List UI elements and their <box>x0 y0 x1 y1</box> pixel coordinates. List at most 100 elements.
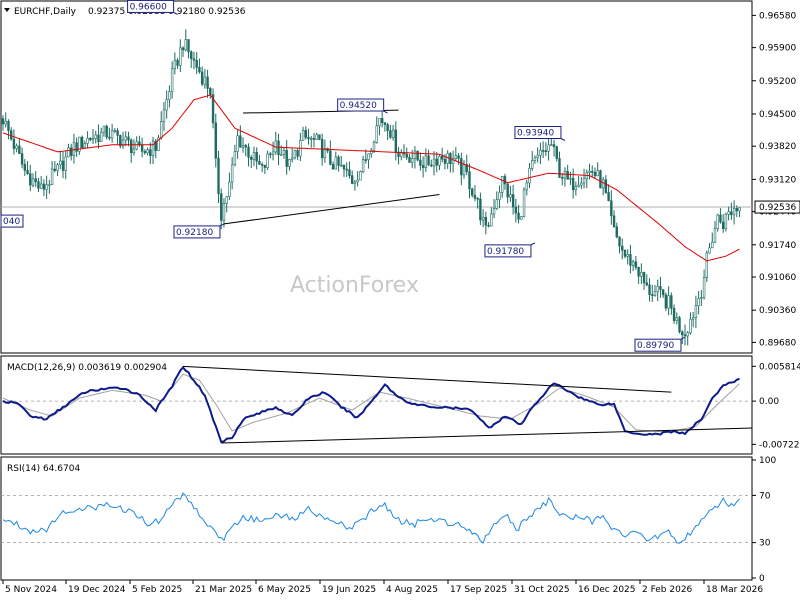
candle <box>599 169 602 189</box>
candle <box>1 115 5 131</box>
candle <box>481 209 485 228</box>
candle <box>670 292 673 315</box>
candle <box>555 145 558 162</box>
candle <box>113 128 117 134</box>
candle <box>288 158 291 171</box>
candle <box>389 124 392 139</box>
candle <box>285 140 288 175</box>
candle <box>168 85 171 108</box>
x-tick-label: 19 Jun 2025 <box>322 585 376 595</box>
candle <box>130 138 133 163</box>
candle <box>241 137 245 153</box>
candle <box>105 124 108 140</box>
candle <box>42 179 46 197</box>
macd-series-group <box>1 365 753 444</box>
candle <box>225 196 228 213</box>
svg-text:040: 040 <box>3 217 20 227</box>
x-tick-label: 4 Aug 2025 <box>386 585 438 595</box>
axis-group: 0.96580 0.95900 0.95200 0.94500 0.93820 0.931… <box>2 11 800 595</box>
candle <box>484 211 488 235</box>
candle <box>536 147 539 163</box>
y-tick-label: 0 <box>759 574 765 584</box>
candle <box>18 138 21 155</box>
candle <box>220 188 223 230</box>
price-trendline <box>223 194 440 225</box>
candle <box>244 143 247 157</box>
candle <box>310 135 313 148</box>
candle <box>457 152 460 165</box>
candle <box>304 126 308 140</box>
candle <box>629 244 632 274</box>
dropdown-triangle-icon[interactable] <box>4 8 10 12</box>
candle <box>348 161 351 179</box>
candle <box>479 192 482 226</box>
candle <box>37 178 40 192</box>
rsi-line <box>2 492 740 544</box>
candle <box>91 128 95 144</box>
candle <box>661 289 665 298</box>
candle <box>566 164 569 180</box>
candle <box>708 242 711 254</box>
candle <box>667 286 670 316</box>
candle <box>681 330 684 344</box>
candle <box>738 207 741 218</box>
candle <box>157 134 160 152</box>
candle <box>552 139 556 157</box>
x-tick-label: 16 Dec 2025 <box>578 585 636 595</box>
candle <box>678 315 681 334</box>
candle <box>656 279 659 302</box>
candle <box>61 151 65 179</box>
candle <box>607 184 610 202</box>
candle <box>367 153 370 169</box>
candle <box>547 134 550 161</box>
candle <box>108 127 111 141</box>
candle <box>405 147 408 160</box>
candle <box>640 263 643 285</box>
candle <box>53 161 57 173</box>
candle <box>39 175 43 189</box>
candle <box>277 133 280 166</box>
candle <box>200 66 204 87</box>
candle <box>391 124 395 141</box>
candle <box>582 168 586 189</box>
y-tick-label: 0.90360 <box>759 306 796 316</box>
candle <box>353 180 357 191</box>
candle <box>591 165 594 178</box>
candle <box>378 118 381 136</box>
candle <box>451 150 455 173</box>
watermark: ActionForex <box>290 273 419 298</box>
candle <box>517 204 520 224</box>
candle <box>383 122 387 132</box>
candle <box>705 250 709 283</box>
candle <box>506 183 509 204</box>
candle <box>127 131 130 147</box>
candle <box>645 274 648 287</box>
candle <box>501 176 504 198</box>
x-tick-label: 5 Feb 2025 <box>132 585 182 595</box>
candle <box>318 134 321 141</box>
x-tick-label: 18 Mar 2026 <box>706 585 763 595</box>
candle <box>195 52 198 75</box>
candle <box>380 108 384 128</box>
candle <box>498 185 501 209</box>
y-tick-label: 0.93820 <box>759 142 796 152</box>
candle <box>361 155 365 174</box>
candle <box>64 150 67 180</box>
candle <box>293 149 297 160</box>
candle <box>495 191 498 211</box>
candle <box>100 127 103 142</box>
y-tick-label: 0.91060 <box>759 273 796 283</box>
candle <box>170 61 174 99</box>
swing-label: 040 <box>0 214 24 228</box>
candle <box>454 147 458 162</box>
candle <box>260 162 264 173</box>
candle <box>312 132 316 148</box>
candle <box>296 148 299 161</box>
x-tick-label: 5 Nov 2024 <box>5 585 57 595</box>
candle <box>269 151 272 159</box>
candle <box>713 220 717 244</box>
candle <box>397 147 400 165</box>
candle <box>184 29 187 52</box>
candle <box>266 150 269 171</box>
candle <box>659 276 662 298</box>
